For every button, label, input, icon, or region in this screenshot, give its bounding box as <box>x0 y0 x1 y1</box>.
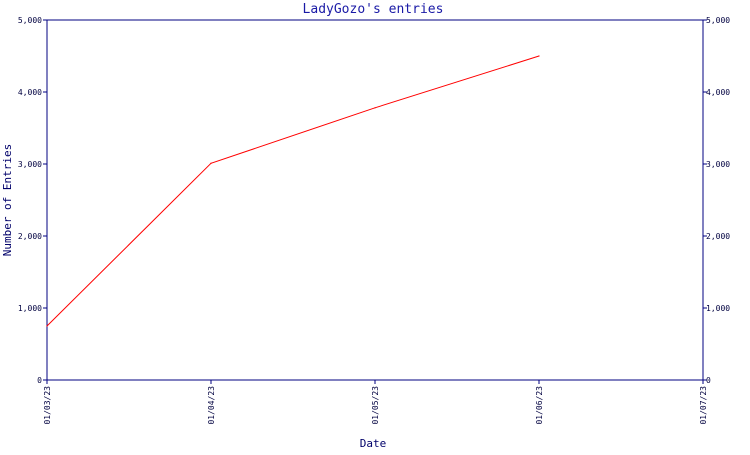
data-point <box>46 325 48 327</box>
series-line <box>46 55 540 327</box>
y-tick-label-left: 3,000 <box>18 160 42 169</box>
chart-title: LadyGozo's entries <box>303 2 444 17</box>
data-point <box>210 162 212 164</box>
x-tick-label: 01/06/23 <box>535 386 544 425</box>
x-tick-label: 01/03/23 <box>43 386 52 425</box>
y-tick-label-right: 1,000 <box>706 304 730 313</box>
y-tick-label-right: 5,000 <box>706 16 730 25</box>
y-tick-label-left: 2,000 <box>18 232 42 241</box>
y-tick-label-right: 3,000 <box>706 160 730 169</box>
y-tick-label-right: 0 <box>706 376 711 385</box>
y-tick-label-left: 5,000 <box>18 16 42 25</box>
y-tick-label-left: 0 <box>37 376 42 385</box>
data-point <box>374 107 376 109</box>
y-tick-label-right: 4,000 <box>706 88 730 97</box>
y-tick-label-left: 1,000 <box>18 304 42 313</box>
x-axis-label: Date <box>360 437 387 450</box>
data-point <box>538 55 540 57</box>
y-tick-label-left: 4,000 <box>18 88 42 97</box>
y-tick-label-right: 2,000 <box>706 232 730 241</box>
x-tick-label: 01/05/23 <box>371 386 380 425</box>
y-axis-label: Number of Entries <box>1 144 14 257</box>
x-tick-label: 01/07/23 <box>699 386 708 425</box>
plot-area: 0 0 1,000 1,000 2,000 2,000 3,000 3,000 4,000 4,0… <box>18 16 730 425</box>
x-tick-label: 01/04/23 <box>207 386 216 425</box>
